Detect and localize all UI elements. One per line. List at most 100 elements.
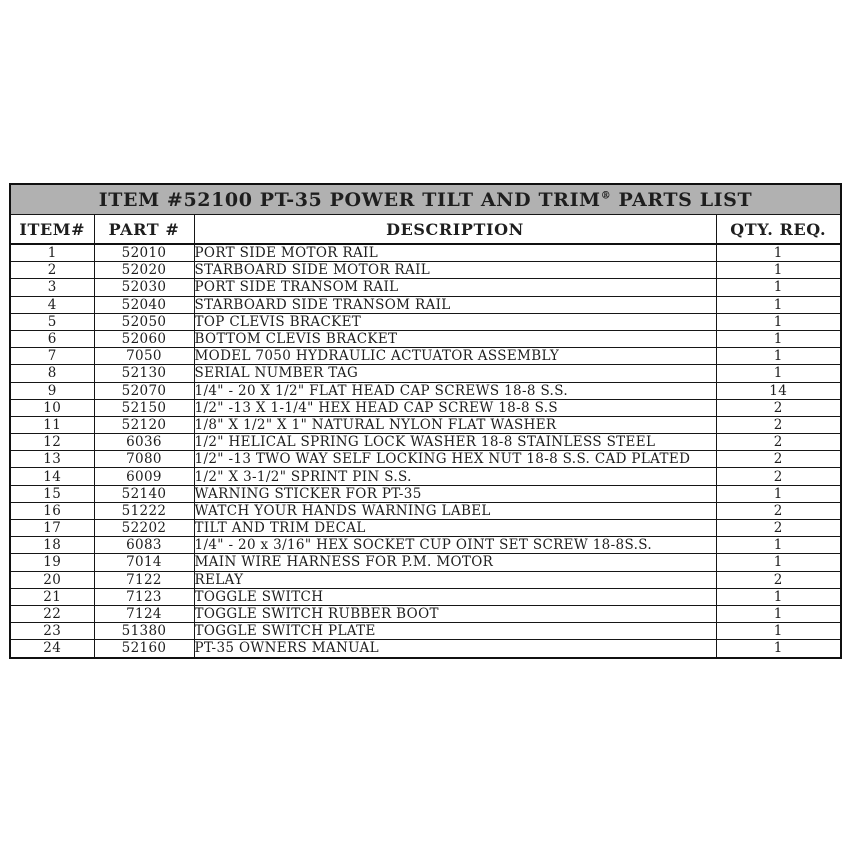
description-cell: SERIAL NUMBER TAG — [193, 364, 717, 383]
qty-cell: 1 — [715, 261, 842, 280]
part-cell: 51380 — [93, 622, 195, 641]
item-cell: 20 — [9, 570, 95, 589]
table-row: 17 52202 TILT AND TRIM DECAL 2 — [9, 518, 842, 538]
item-cell: 3 — [9, 278, 95, 297]
description-cell: WATCH YOUR HANDS WARNING LABEL — [193, 501, 717, 521]
description-cell: PORT SIDE TRANSOM RAIL — [193, 278, 717, 297]
part-cell: 7124 — [93, 604, 195, 624]
qty-cell: 1 — [715, 329, 842, 349]
item-cell: 24 — [9, 639, 95, 658]
description-cell: 1/4" - 20 x 3/16" HEX SOCKET CUP OINT SE… — [193, 536, 717, 555]
table-row: 19 7014 MAIN WIRE HARNESS FOR P.M. MOTOR… — [9, 553, 842, 572]
item-cell: 17 — [9, 518, 95, 538]
description-cell: STARBOARD SIDE MOTOR RAIL — [193, 261, 717, 280]
item-cell: 15 — [9, 484, 95, 503]
qty-cell: 2 — [715, 398, 842, 417]
part-cell: 52030 — [93, 278, 195, 297]
item-cell: 5 — [9, 312, 95, 331]
part-cell: 52202 — [93, 518, 195, 538]
part-cell: 52040 — [93, 295, 195, 314]
part-cell: 52150 — [93, 398, 195, 417]
table-row: 11 52120 1/8" X 1/2" X 1" NATURAL NYLON … — [9, 415, 842, 435]
qty-cell: 1 — [715, 587, 842, 606]
qty-cell: 1 — [715, 536, 842, 555]
qty-cell: 1 — [715, 484, 842, 503]
item-cell: 14 — [9, 467, 95, 486]
part-cell: 7014 — [93, 553, 195, 572]
part-cell: 7050 — [93, 347, 195, 366]
description-cell: 1/2" X 3-1/2" SPRINT PIN S.S. — [193, 467, 717, 486]
table-row: 2 52020 STARBOARD SIDE MOTOR RAIL 1 — [9, 261, 842, 280]
item-cell: 13 — [9, 450, 95, 469]
qty-cell: 1 — [715, 312, 842, 331]
part-cell: 52120 — [93, 415, 195, 435]
description-cell: TOGGLE SWITCH PLATE — [193, 622, 717, 641]
qty-cell: 2 — [715, 433, 842, 452]
table-row: 4 52040 STARBOARD SIDE TRANSOM RAIL 1 — [9, 295, 842, 314]
table-row: 14 6009 1/2" X 3-1/2" SPRINT PIN S.S. 2 — [9, 467, 842, 486]
item-cell: 16 — [9, 501, 95, 521]
part-cell: 51222 — [93, 501, 195, 521]
item-cell: 12 — [9, 433, 95, 452]
table-title-suffix: PARTS LIST — [611, 188, 753, 211]
table-row: 10 52150 1/2" -13 X 1-1/4" HEX HEAD CAP … — [9, 398, 842, 417]
column-header-qty: QTY. REQ. — [715, 214, 842, 245]
qty-cell: 1 — [715, 553, 842, 572]
description-cell: TILT AND TRIM DECAL — [193, 518, 717, 538]
qty-cell: 2 — [715, 450, 842, 469]
table-row: 7 7050 MODEL 7050 HYDRAULIC ACTUATOR ASS… — [9, 347, 842, 366]
table-row: 23 51380 TOGGLE SWITCH PLATE 1 — [9, 622, 842, 641]
qty-cell: 1 — [715, 639, 842, 658]
description-cell: TOGGLE SWITCH — [193, 587, 717, 606]
item-cell: 7 — [9, 347, 95, 366]
qty-cell: 2 — [715, 518, 842, 538]
column-header-part: PART # — [93, 214, 195, 245]
qty-cell: 1 — [715, 622, 842, 641]
table-row: 22 7124 TOGGLE SWITCH RUBBER BOOT 1 — [9, 604, 842, 624]
item-cell: 8 — [9, 364, 95, 383]
table-row: 5 52050 TOP CLEVIS BRACKET 1 — [9, 312, 842, 331]
table-row: 18 6083 1/4" - 20 x 3/16" HEX SOCKET CUP… — [9, 536, 842, 555]
description-cell: PORT SIDE MOTOR RAIL — [193, 243, 717, 263]
table-body: 1 52010 PORT SIDE MOTOR RAIL 1 2 52020 S… — [9, 243, 842, 658]
qty-cell: 14 — [715, 381, 842, 400]
table-row: 16 51222 WATCH YOUR HANDS WARNING LABEL … — [9, 501, 842, 521]
part-cell: 52070 — [93, 381, 195, 400]
description-cell: MAIN WIRE HARNESS FOR P.M. MOTOR — [193, 553, 717, 572]
qty-cell: 1 — [715, 364, 842, 383]
table-title-text: ITEM #52100 PT-35 POWER TILT AND TRIM — [98, 188, 601, 211]
item-cell: 2 — [9, 261, 95, 280]
part-cell: 7080 — [93, 450, 195, 469]
item-cell: 19 — [9, 553, 95, 572]
part-cell: 6036 — [93, 433, 195, 452]
registered-trademark-symbol: ® — [600, 190, 612, 202]
item-cell: 6 — [9, 329, 95, 349]
item-cell: 1 — [9, 243, 95, 263]
description-cell: STARBOARD SIDE TRANSOM RAIL — [193, 295, 717, 314]
part-cell: 52160 — [93, 639, 195, 658]
description-cell: 1/4" - 20 X 1/2" FLAT HEAD CAP SCREWS 18… — [193, 381, 717, 400]
qty-cell: 2 — [715, 467, 842, 486]
table-row: 1 52010 PORT SIDE MOTOR RAIL 1 — [9, 243, 842, 263]
qty-cell: 1 — [715, 347, 842, 366]
table-row: 6 52060 BOTTOM CLEVIS BRACKET 1 — [9, 329, 842, 349]
part-cell: 52130 — [93, 364, 195, 383]
item-cell: 4 — [9, 295, 95, 314]
description-cell: WARNING STICKER FOR PT-35 — [193, 484, 717, 503]
item-cell: 21 — [9, 587, 95, 606]
description-cell: 1/8" X 1/2" X 1" NATURAL NYLON FLAT WASH… — [193, 415, 717, 435]
part-cell: 52020 — [93, 261, 195, 280]
item-cell: 11 — [9, 415, 95, 435]
table-row: 12 6036 1/2" HELICAL SPRING LOCK WASHER … — [9, 433, 842, 452]
qty-cell: 1 — [715, 278, 842, 297]
part-cell: 7123 — [93, 587, 195, 606]
item-cell: 23 — [9, 622, 95, 641]
item-cell: 9 — [9, 381, 95, 400]
qty-cell: 2 — [715, 415, 842, 435]
table-row: 24 52160 PT-35 OWNERS MANUAL 1 — [9, 639, 842, 658]
qty-cell: 1 — [715, 295, 842, 314]
part-cell: 52050 — [93, 312, 195, 331]
table-header-row: ITEM# PART # DESCRIPTION QTY. REQ. — [9, 214, 842, 245]
description-cell: TOP CLEVIS BRACKET — [193, 312, 717, 331]
